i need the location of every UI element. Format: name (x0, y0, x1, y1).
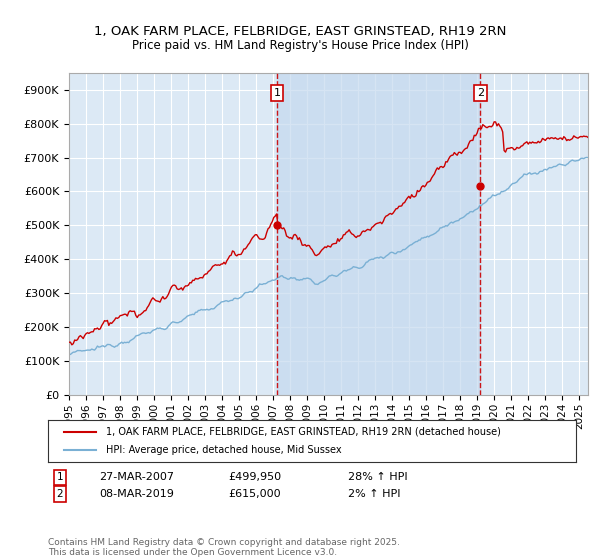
Text: 1: 1 (274, 88, 281, 98)
Text: Contains HM Land Registry data © Crown copyright and database right 2025.
This d: Contains HM Land Registry data © Crown c… (48, 538, 400, 557)
Text: 1: 1 (56, 472, 64, 482)
Text: 1, OAK FARM PLACE, FELBRIDGE, EAST GRINSTEAD, RH19 2RN: 1, OAK FARM PLACE, FELBRIDGE, EAST GRINS… (94, 25, 506, 38)
Text: 08-MAR-2019: 08-MAR-2019 (99, 489, 174, 499)
Text: 28% ↑ HPI: 28% ↑ HPI (348, 472, 407, 482)
Text: 27-MAR-2007: 27-MAR-2007 (99, 472, 174, 482)
Text: 1, OAK FARM PLACE, FELBRIDGE, EAST GRINSTEAD, RH19 2RN (detached house): 1, OAK FARM PLACE, FELBRIDGE, EAST GRINS… (106, 427, 501, 437)
Bar (277, 73, 481, 395)
Text: HPI: Average price, detached house, Mid Sussex: HPI: Average price, detached house, Mid … (106, 445, 342, 455)
Text: 2: 2 (477, 88, 484, 98)
Text: 2: 2 (56, 489, 64, 499)
Text: 2% ↑ HPI: 2% ↑ HPI (348, 489, 401, 499)
Text: Price paid vs. HM Land Registry's House Price Index (HPI): Price paid vs. HM Land Registry's House … (131, 39, 469, 52)
Text: £615,000: £615,000 (228, 489, 281, 499)
Text: £499,950: £499,950 (228, 472, 281, 482)
